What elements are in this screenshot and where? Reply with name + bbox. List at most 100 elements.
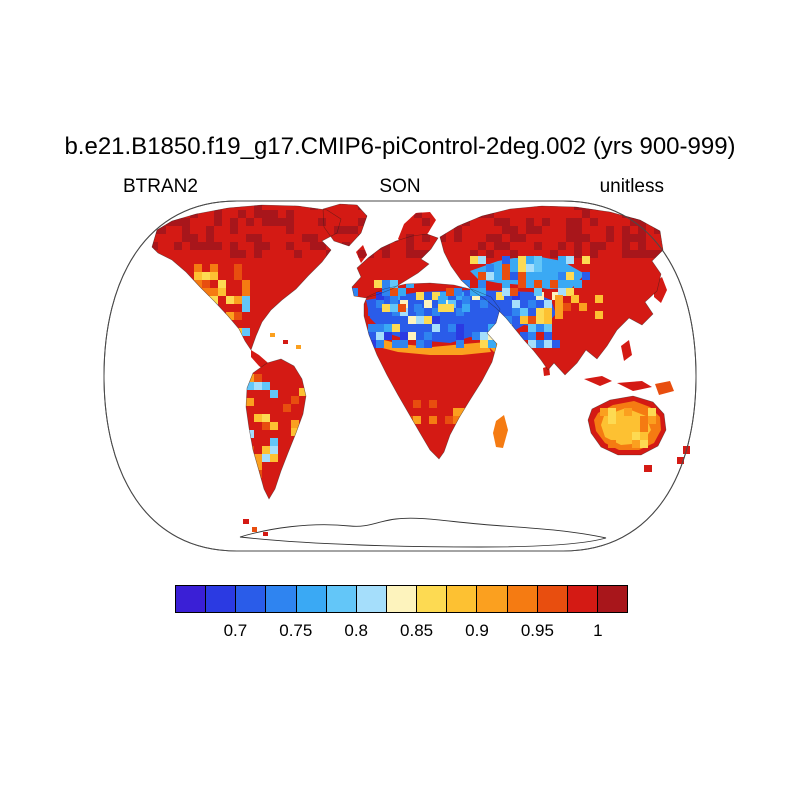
grid-cell bbox=[374, 250, 382, 258]
grid-cell bbox=[446, 288, 454, 296]
grid-cell bbox=[190, 242, 198, 250]
grid-cell bbox=[262, 242, 270, 250]
grid-cell bbox=[536, 316, 544, 324]
grid-cell bbox=[632, 432, 640, 440]
grid-cell bbox=[342, 226, 350, 234]
grid-cell bbox=[234, 280, 242, 288]
grid-cell bbox=[206, 234, 214, 242]
grid-cell bbox=[376, 292, 384, 300]
grid-cell bbox=[190, 250, 198, 258]
grid-cell bbox=[648, 408, 656, 416]
grid-cell bbox=[302, 242, 310, 250]
grid-cell bbox=[446, 234, 454, 242]
grid-cell bbox=[238, 250, 246, 258]
grid-cell bbox=[662, 218, 670, 226]
grid-cell bbox=[416, 292, 424, 300]
grid-cell bbox=[494, 218, 502, 226]
colorbar-tick-label: 0.95 bbox=[520, 621, 554, 640]
grid-cell bbox=[574, 250, 582, 258]
grid-cell bbox=[456, 332, 464, 340]
grid-cell bbox=[218, 280, 226, 288]
grid-cell bbox=[512, 308, 520, 316]
season-label: SON bbox=[379, 176, 421, 197]
grid-cell bbox=[616, 432, 624, 440]
grid-cell bbox=[202, 288, 210, 296]
grid-cell bbox=[462, 296, 470, 304]
grid-cell bbox=[152, 204, 158, 210]
grid-cell bbox=[226, 280, 234, 288]
grid-cell bbox=[382, 280, 390, 288]
grid-cell bbox=[454, 288, 462, 296]
grid-cell bbox=[518, 280, 526, 288]
grid-cell bbox=[291, 428, 299, 436]
grid-cell bbox=[542, 218, 550, 226]
grid-cell bbox=[528, 332, 536, 340]
grid-cell bbox=[654, 250, 662, 258]
grid-cell bbox=[234, 296, 242, 304]
grid-cell bbox=[478, 256, 486, 264]
grid-cell bbox=[488, 340, 496, 348]
grid-cell bbox=[198, 242, 206, 250]
grid-cell bbox=[424, 300, 432, 308]
grid-cell bbox=[550, 242, 558, 250]
grid-cell bbox=[414, 304, 422, 312]
colorbar-tick-label: 0.7 bbox=[223, 621, 248, 640]
grid-cell bbox=[376, 332, 384, 340]
grid-cell bbox=[526, 280, 534, 288]
grid-cell bbox=[598, 250, 606, 258]
grid-cell bbox=[424, 324, 432, 332]
grid-cell bbox=[544, 308, 552, 316]
grid-cell bbox=[230, 218, 238, 226]
grid-cell bbox=[342, 210, 350, 218]
grid-cell bbox=[520, 308, 528, 316]
grid-cell bbox=[654, 234, 662, 242]
grid-cell bbox=[174, 218, 182, 226]
grid-cell bbox=[390, 288, 398, 296]
grid-cell bbox=[566, 256, 574, 264]
grid-cell bbox=[448, 324, 456, 332]
grid-cell bbox=[582, 210, 590, 218]
grid-cell bbox=[486, 264, 494, 272]
grid-cell bbox=[558, 234, 566, 242]
grid-cell bbox=[318, 218, 326, 226]
grid-cell bbox=[384, 332, 392, 340]
grid-cell bbox=[326, 210, 334, 218]
grid-cell bbox=[518, 256, 526, 264]
grid-cell bbox=[470, 256, 478, 264]
grid-cell bbox=[480, 300, 488, 308]
grid-cell bbox=[606, 234, 614, 242]
grid-cell bbox=[606, 210, 614, 218]
grid-cell bbox=[630, 234, 638, 242]
grid-cell bbox=[510, 288, 518, 296]
grid-cell bbox=[422, 234, 430, 242]
grid-cell bbox=[534, 210, 542, 218]
grid-cell bbox=[526, 210, 534, 218]
colorbar-cell bbox=[507, 586, 538, 612]
grid-cell bbox=[226, 312, 234, 320]
grid-cell bbox=[214, 218, 222, 226]
grid-cell bbox=[528, 340, 536, 348]
grid-cell bbox=[194, 272, 202, 280]
grid-cell bbox=[350, 226, 358, 234]
grid-cell bbox=[614, 204, 622, 210]
grid-cell bbox=[472, 332, 480, 340]
grid-cell bbox=[502, 280, 510, 288]
grid-cell bbox=[486, 250, 494, 258]
grid-cell bbox=[502, 288, 510, 296]
grid-cell bbox=[242, 328, 250, 336]
colorbar-cell bbox=[326, 586, 357, 612]
grid-cell bbox=[624, 408, 632, 416]
grid-cell bbox=[424, 340, 432, 348]
grid-cell bbox=[422, 218, 430, 226]
grid-cell bbox=[622, 242, 630, 250]
grid-cell bbox=[456, 340, 464, 348]
grid-cell bbox=[262, 454, 270, 462]
grid-cell bbox=[496, 300, 504, 308]
grid-cell bbox=[638, 234, 646, 242]
plot-title: b.e21.B1850.f19_g17.CMIP6-piControl-2deg… bbox=[64, 133, 736, 160]
grid-cell bbox=[182, 226, 190, 234]
colorbar-cell bbox=[356, 586, 387, 612]
grid-cell bbox=[558, 256, 566, 264]
grid-cell bbox=[536, 308, 544, 316]
grid-cell bbox=[622, 226, 630, 234]
